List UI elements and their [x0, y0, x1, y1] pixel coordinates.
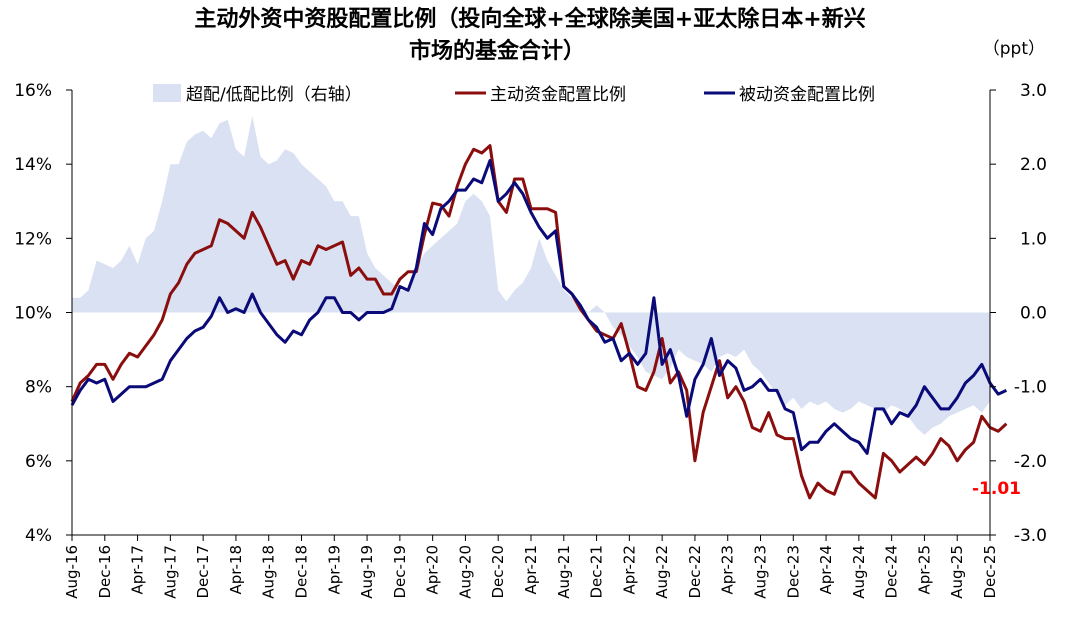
- x-tick-label: Aug-17: [161, 545, 179, 599]
- legend-area-swatch: [153, 84, 181, 102]
- x-tick-label: Apr-25: [915, 545, 933, 595]
- x-tick-label: Aug-25: [948, 545, 966, 599]
- x-tick-label: Dec-24: [883, 545, 901, 599]
- x-tick-label: Apr-22: [620, 545, 638, 595]
- left-tick-label: 16%: [14, 81, 52, 101]
- right-tick-label: 2.0: [1020, 155, 1047, 175]
- left-tick-label: 10%: [14, 304, 52, 324]
- left-tick-label: 6%: [25, 452, 52, 472]
- x-tick-label: Dec-25: [981, 545, 999, 599]
- x-tick-label: Dec-16: [96, 545, 114, 599]
- x-tick-label: Apr-24: [817, 545, 835, 595]
- series-lines: [70, 144, 1008, 500]
- x-tick-label: Apr-21: [522, 545, 540, 595]
- x-tick-label: Apr-18: [227, 545, 245, 595]
- legend-active-label: 主动资金配置比例: [490, 85, 626, 105]
- overweight-area-layer: [72, 116, 990, 435]
- x-tick-label: Dec-20: [489, 545, 507, 599]
- right-tick-label: 0.0: [1020, 304, 1047, 324]
- x-tick-label: Dec-22: [686, 545, 704, 599]
- x-tick-label: Aug-21: [555, 545, 573, 599]
- overweight-area: [72, 116, 990, 435]
- chart-title-line1: 主动外资中资股配置比例（投向全球+全球除美国+亚太除日本+新兴: [194, 6, 865, 32]
- x-tick-label: Apr-23: [719, 545, 737, 595]
- x-tick-label: Aug-23: [752, 545, 770, 599]
- x-tick-label: Aug-16: [63, 545, 81, 599]
- right-axis-unit: （ppt）: [983, 39, 1045, 59]
- x-axis-ticks: Aug-16 Dec-16 Apr-17 Aug-17 Dec-17 Apr-18 Aug-…: [63, 535, 999, 599]
- x-tick-label: Dec-18: [293, 545, 311, 599]
- x-tick-label: Aug-18: [260, 545, 278, 599]
- legend: 超配/低配比例（右轴） 主动资金配置比例 被动资金配置比例: [153, 84, 875, 105]
- x-tick-label: Dec-23: [784, 545, 802, 599]
- x-tick-label: Aug-19: [358, 545, 376, 599]
- left-tick-label: 14%: [14, 155, 52, 175]
- x-tick-label: Aug-24: [850, 545, 868, 599]
- right-tick-label: -1.0: [1014, 378, 1047, 398]
- left-tick-label: 8%: [25, 378, 52, 398]
- chart-title-line2: 市场的基金合计）: [409, 38, 585, 64]
- right-tick-label: -3.0: [1014, 526, 1047, 546]
- x-tick-label: Aug-20: [456, 545, 474, 599]
- legend-passive-label: 被动资金配置比例: [739, 85, 875, 105]
- x-tick-label: Dec-21: [588, 545, 606, 599]
- left-tick-label: 4%: [25, 526, 52, 546]
- right-tick-label: 1.0: [1020, 229, 1047, 249]
- right-tick-label: 3.0: [1020, 81, 1047, 101]
- left-tick-label: 12%: [14, 229, 52, 249]
- right-tick-label: -2.0: [1014, 452, 1047, 472]
- x-tick-label: Apr-20: [424, 545, 442, 595]
- right-axis-ticks: -3.0 -2.0 -1.0 0.0 1.0 2.0 3.0: [990, 81, 1047, 546]
- left-axis-ticks: 4% 6% 8% 10% 12% 14% 16%: [14, 81, 72, 546]
- x-tick-label: Dec-19: [391, 545, 409, 599]
- x-tick-label: Apr-19: [325, 545, 343, 595]
- x-tick-label: Apr-17: [129, 545, 147, 595]
- passive-allocation-line: [70, 159, 1008, 455]
- x-tick-label: Dec-17: [194, 545, 212, 599]
- x-tick-label: Aug-22: [653, 545, 671, 599]
- latest-value-callout: -1.01: [972, 479, 1021, 499]
- legend-area-label: 超配/低配比例（右轴）: [186, 85, 362, 105]
- active-allocation-line: [70, 144, 1008, 500]
